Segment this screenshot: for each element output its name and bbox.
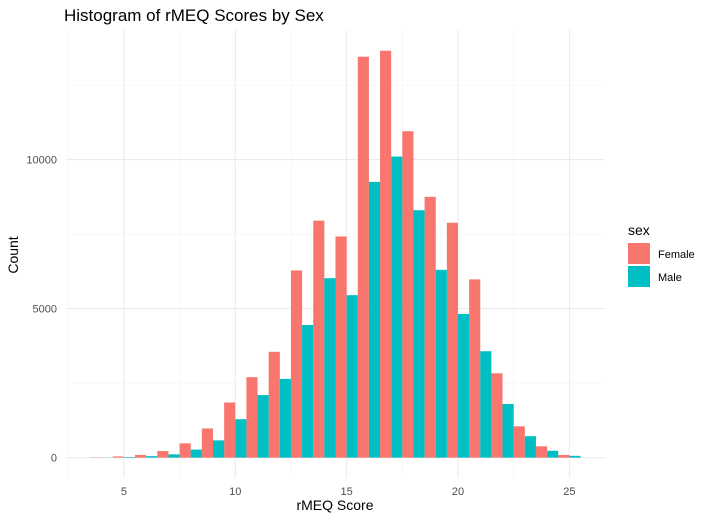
bar-male-15 (346, 295, 358, 458)
bar-female-20 (446, 222, 458, 458)
x-axis-ticks: 5 10 15 20 25 (121, 486, 576, 498)
bar-female-6 (135, 454, 147, 458)
bar-male-22 (502, 403, 514, 458)
bar-male-17 (391, 156, 403, 458)
bar-male-18 (413, 210, 425, 458)
bar-female-21 (469, 279, 481, 458)
bar-male-25 (569, 455, 581, 458)
bar-male-13 (302, 324, 314, 458)
bar-male-16 (368, 181, 381, 458)
bar-male-10 (235, 419, 247, 458)
y-tick-label: 0 (51, 453, 57, 465)
bar-female-13 (290, 270, 303, 458)
bar-male-20 (458, 313, 470, 458)
x-axis-title: rMEQ Score (296, 497, 373, 513)
bar-female-8 (179, 443, 191, 458)
x-tick-label: 5 (121, 486, 127, 498)
bar-female-24 (535, 446, 548, 458)
x-tick-label: 25 (563, 486, 575, 498)
x-tick-label: 15 (341, 486, 353, 498)
bar-female-14 (313, 220, 325, 458)
bar-male-19 (435, 269, 447, 458)
bar-male-5 (123, 457, 136, 458)
bar-female-17 (380, 50, 392, 458)
bar-female-22 (491, 373, 503, 458)
chart-title: Histogram of rMEQ Scores by Sex (64, 6, 324, 25)
legend-key-female (628, 243, 650, 264)
legend-title: sex (628, 222, 650, 238)
bar-female-25 (558, 454, 570, 458)
bar-male-9 (213, 440, 225, 458)
bar-female-5 (112, 456, 124, 458)
y-tick-label: 5000 (33, 304, 57, 316)
legend: sex Female Male (628, 222, 695, 287)
bars (90, 50, 581, 458)
bar-female-16 (357, 56, 369, 458)
legend-label-female: Female (658, 249, 695, 261)
bar-male-21 (480, 351, 492, 458)
bar-female-23 (513, 426, 525, 458)
bar-female-12 (268, 351, 280, 458)
legend-label-male: Male (658, 272, 682, 284)
bar-female-7 (157, 451, 169, 458)
bar-male-7 (168, 454, 180, 458)
y-axis-ticks: 0 5000 10000 (26, 155, 57, 465)
bar-female-18 (402, 131, 414, 458)
bar-male-24 (547, 450, 559, 458)
legend-key-male (628, 266, 650, 287)
x-tick-label: 10 (229, 486, 241, 498)
y-axis-title: Count (5, 236, 21, 273)
bar-female-19 (424, 196, 436, 458)
bar-female-11 (246, 377, 258, 458)
bar-female-10 (224, 402, 236, 458)
bar-female-9 (201, 428, 213, 458)
bar-female-15 (335, 236, 347, 458)
y-tick-label: 10000 (26, 155, 57, 167)
bar-male-11 (257, 395, 269, 458)
bar-male-14 (324, 278, 336, 458)
bar-male-8 (190, 449, 202, 458)
x-tick-label: 20 (452, 486, 464, 498)
bar-male-23 (524, 436, 536, 458)
bar-male-12 (279, 378, 291, 458)
bar-male-6 (146, 456, 158, 458)
